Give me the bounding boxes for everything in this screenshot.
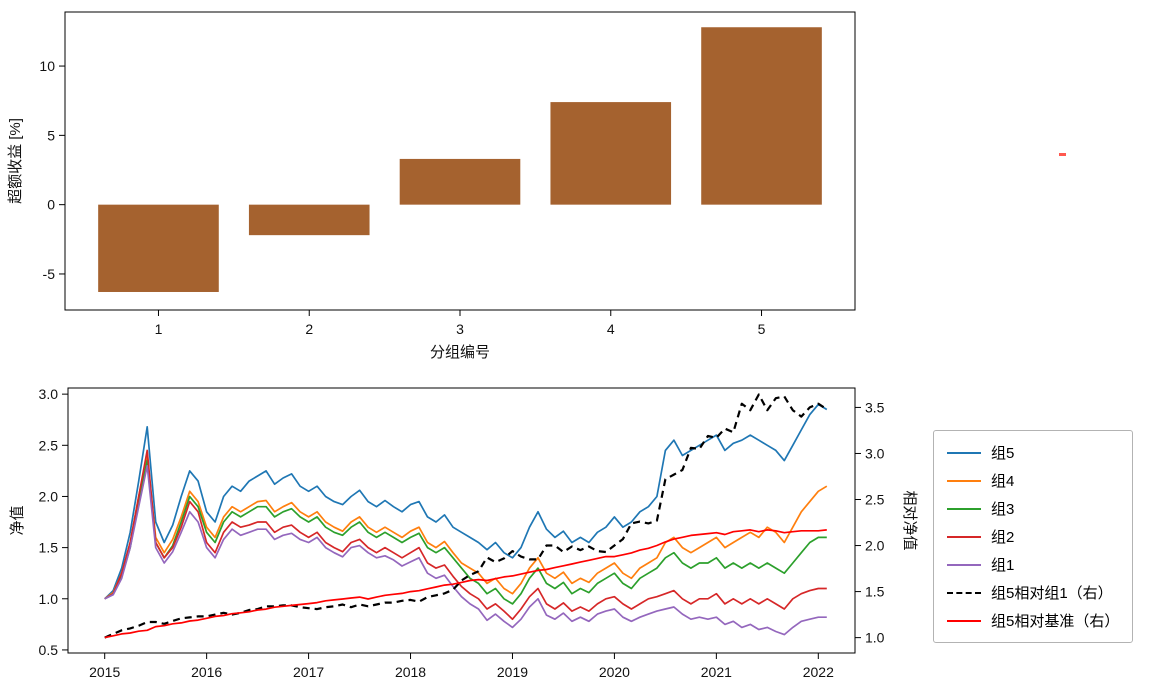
line-xtick-label: 2018 [395, 664, 426, 680]
bar-xtick-label: 2 [305, 321, 313, 337]
legend-item-1: 组4 [947, 468, 1119, 493]
bar-yaxis-title: 超额收益 [%] [7, 118, 24, 204]
line-left-ytick-label: 2.5 [39, 437, 59, 453]
series-line-2 [104, 459, 827, 605]
legend-item-3: 组2 [947, 524, 1119, 549]
line-right-ytick-label: 3.0 [865, 445, 885, 461]
line-right-ytick-label: 2.5 [865, 492, 885, 508]
legend-line-sample [947, 535, 981, 538]
bar-xtick-label: 4 [607, 321, 615, 337]
legend-item-6: 组5相对基准（右） [947, 608, 1119, 633]
series-line-0 [104, 403, 828, 600]
bar-group-4 [550, 102, 672, 205]
legend-line-sample [947, 619, 981, 622]
line-right-ytick-label: 3.5 [865, 399, 885, 415]
net-value-line-chart: 0.5 1.0 1.5 2.0 2.5 3.0 1.0 1.5 2.0 2.5 3.0 3.5 2015… [9, 386, 918, 680]
legend-label: 组3 [991, 501, 1015, 518]
bar-xaxis-title: 分组编号 [430, 344, 490, 361]
line-xtick-label: 2017 [293, 664, 324, 680]
bar-ytick-label: 10 [39, 58, 55, 74]
line-left-ytick-label: 3.0 [39, 386, 59, 402]
legend-line-sample [947, 591, 981, 594]
line-left-ytick-label: 1.0 [39, 591, 59, 607]
line-xtick-label: 2016 [191, 664, 222, 680]
line-left-ytick-label: 0.5 [39, 642, 59, 658]
legend-label: 组5 [991, 445, 1015, 462]
legend-item-5: 组5相对组1（右） [947, 580, 1119, 605]
bar-ytick-label: -5 [43, 266, 56, 282]
line-xtick-label: 2019 [497, 664, 528, 680]
series-line-3 [104, 449, 827, 621]
legend-label: 组5相对组1（右） [991, 585, 1113, 602]
legend-label: 组4 [991, 473, 1015, 490]
legend-item-4: 组1 [947, 552, 1119, 577]
line-xtick-label: 2020 [599, 664, 630, 680]
series-line-1 [104, 454, 828, 600]
bar-ytick-label: 0 [47, 197, 55, 213]
stray-red-mark [1059, 153, 1066, 156]
legend-line-sample [947, 563, 981, 566]
line-right-ytick-label: 1.5 [865, 584, 885, 600]
line-left-yaxis-title: 净值 [9, 505, 26, 535]
bar-group-2 [248, 204, 370, 236]
bar-xtick-label: 3 [456, 321, 464, 337]
legend-label: 组5相对基准（右） [991, 613, 1120, 630]
line-right-ytick-label: 1.0 [865, 630, 885, 646]
series-line-6 [104, 529, 827, 639]
line-xtick-label: 2015 [89, 664, 120, 680]
legend-item-2: 组3 [947, 496, 1119, 521]
bar-ytick-label: 5 [47, 127, 55, 143]
legend-line-sample [947, 479, 981, 482]
series-line-5 [104, 393, 828, 639]
legend-line-sample [947, 451, 981, 454]
legend-label: 组1 [991, 557, 1015, 574]
bar-group-3 [399, 158, 521, 205]
legend-line-sample [947, 507, 981, 510]
line-left-ytick-label: 2.0 [39, 488, 59, 504]
line-left-ytick-label: 1.5 [39, 540, 59, 556]
legend-label: 组2 [991, 529, 1015, 546]
legend-item-0: 组5 [947, 440, 1119, 465]
bar-group-5 [701, 27, 822, 205]
line-xtick-label: 2021 [701, 664, 732, 680]
line-chart-legend: 组5 组4 组3 组2 组1 组5相对组1（右） 组5相对基准（右） [933, 430, 1134, 643]
line-plot-frame [67, 387, 856, 654]
series-line-4 [104, 464, 827, 636]
bar-group-1 [98, 204, 219, 292]
bar-xtick-label: 1 [155, 321, 163, 337]
line-xtick-label: 2022 [803, 664, 834, 680]
excess-return-bar-chart: -5 0 5 10 1 2 3 4 5 分组编号 超额收益 [%] [7, 11, 856, 361]
line-right-ytick-label: 2.0 [865, 538, 885, 554]
line-right-yaxis-title: 相对净值 [901, 490, 918, 550]
bar-xtick-label: 5 [758, 321, 766, 337]
